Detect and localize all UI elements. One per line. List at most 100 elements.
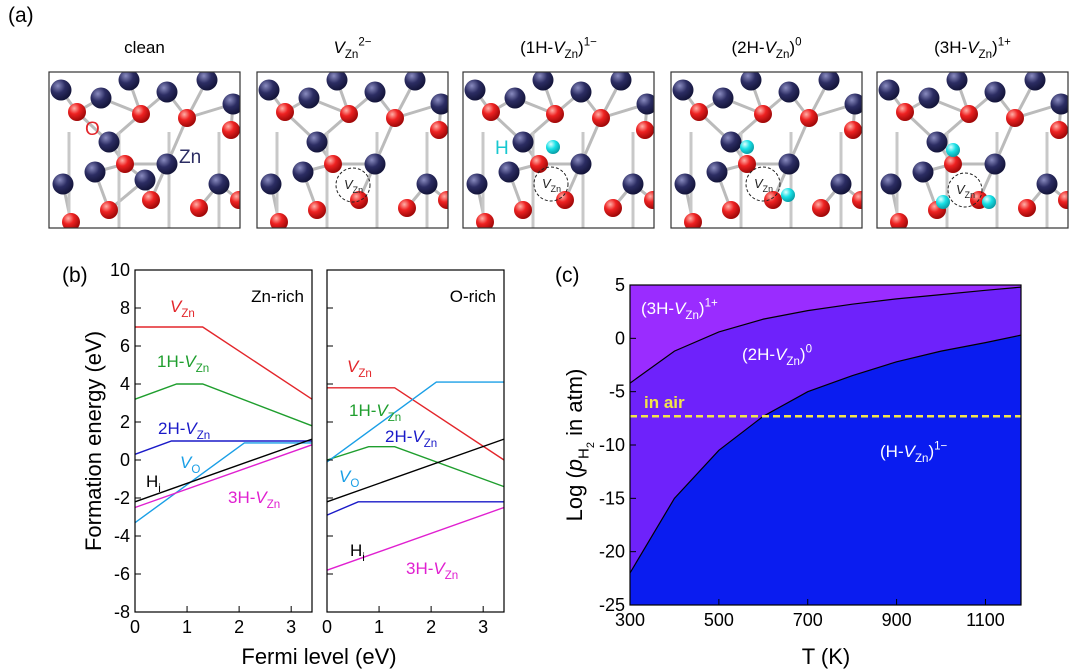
text-part: O bbox=[85, 119, 100, 140]
zn-atom bbox=[119, 70, 140, 91]
zn-atom bbox=[261, 174, 282, 195]
text-part: H bbox=[576, 448, 593, 459]
x-tick-label: 2 bbox=[426, 617, 436, 637]
chart: O-rich0123 bbox=[322, 270, 504, 637]
zn-atom bbox=[1025, 70, 1046, 91]
zn-atom bbox=[135, 170, 156, 191]
series-line bbox=[135, 445, 312, 508]
zn-atom bbox=[879, 80, 900, 101]
y-tick-label: 0 bbox=[615, 328, 625, 348]
zn-atom bbox=[779, 154, 800, 175]
zn-atom bbox=[197, 70, 218, 91]
text-part: H bbox=[146, 472, 158, 491]
text-part: Zn bbox=[358, 368, 371, 380]
x-tick-label: 3 bbox=[286, 617, 296, 637]
zn-atom bbox=[673, 80, 694, 101]
series-line bbox=[135, 439, 312, 502]
zn-atom bbox=[365, 154, 386, 175]
text-part: i bbox=[362, 552, 365, 564]
y-tick-label: -4 bbox=[114, 526, 130, 546]
structure-atoms bbox=[257, 70, 456, 232]
o-atom bbox=[944, 155, 962, 173]
text-part: Zn bbox=[551, 184, 561, 194]
zn-atom bbox=[721, 132, 742, 153]
y-tick-label: -8 bbox=[114, 602, 130, 622]
text-part: Zn bbox=[424, 438, 437, 450]
text-part: 2− bbox=[358, 36, 371, 48]
o-atom bbox=[430, 121, 448, 139]
o-atom bbox=[1050, 121, 1068, 139]
series-label: 1H-VZn bbox=[349, 401, 401, 424]
text-part: i bbox=[158, 483, 161, 495]
zn-atom bbox=[467, 174, 488, 195]
text-part: 0 bbox=[806, 343, 812, 355]
chart: Zn-rich0123-8-6-4-20246810 bbox=[110, 260, 312, 637]
o-atom bbox=[386, 109, 404, 127]
x-tick-label: 500 bbox=[704, 610, 734, 630]
zn-atom bbox=[831, 174, 852, 195]
x-tick-label: 1 bbox=[374, 617, 384, 637]
structure bbox=[49, 70, 248, 232]
h-atom bbox=[936, 195, 950, 209]
text-part: Zn bbox=[763, 184, 773, 194]
structure-label: H bbox=[495, 138, 509, 159]
series-line bbox=[327, 382, 504, 462]
structure-label: Zn bbox=[179, 147, 201, 168]
zn-atom bbox=[505, 88, 526, 109]
o-atom bbox=[398, 199, 416, 217]
y-tick-label: -5 bbox=[609, 382, 625, 402]
x-tick-label: 0 bbox=[322, 617, 332, 637]
text-part: 1+ bbox=[998, 36, 1011, 48]
text-part: 1− bbox=[584, 36, 597, 48]
structure-label: O bbox=[85, 119, 100, 140]
o-atom bbox=[438, 191, 456, 209]
text-part: Zn bbox=[196, 363, 209, 375]
series-label: VO bbox=[180, 453, 200, 476]
series-label: 1H-VZn bbox=[157, 352, 209, 375]
text-part: Zn bbox=[979, 49, 992, 61]
x-axis-title: Fermi level (eV) bbox=[241, 644, 396, 669]
o-atom bbox=[324, 155, 342, 173]
series-label: VZn bbox=[347, 357, 372, 380]
text-part: 1H- bbox=[157, 352, 184, 371]
zn-atom bbox=[91, 88, 112, 109]
o-atom bbox=[644, 191, 662, 209]
zn-atom bbox=[819, 70, 840, 91]
series-label: 3H-VZn bbox=[406, 559, 458, 582]
text-part: 3H- bbox=[406, 559, 433, 578]
text-part: Zn bbox=[915, 453, 928, 465]
x-tick-label: 2 bbox=[234, 617, 244, 637]
zn-atom bbox=[927, 132, 948, 153]
o-atom bbox=[812, 199, 830, 217]
y-axis-title: Log (pH2 in atm) bbox=[562, 369, 597, 522]
o-atom bbox=[190, 199, 208, 217]
structure-atoms bbox=[49, 70, 248, 232]
panel-label: (b) bbox=[62, 264, 88, 287]
o-atom bbox=[604, 199, 622, 217]
structure-atoms bbox=[671, 70, 870, 232]
y-tick-label: -2 bbox=[114, 488, 130, 508]
zn-atom bbox=[623, 174, 644, 195]
y-tick-label: 4 bbox=[120, 374, 130, 394]
text-part: Zn bbox=[267, 499, 280, 511]
zn-atom bbox=[513, 132, 534, 153]
series-label: Hi bbox=[146, 472, 161, 495]
h-atom bbox=[781, 188, 795, 202]
text-part: 2H- bbox=[385, 427, 412, 446]
zn-atom bbox=[307, 132, 328, 153]
figure: (a)(b)(c)cleanOZnVZn2−VZn(1H-VZn)1−HVZn(… bbox=[0, 0, 1072, 671]
o-atom bbox=[222, 121, 240, 139]
condition-label: O-rich bbox=[450, 287, 496, 306]
panel-label: (a) bbox=[8, 4, 34, 27]
condition-label: Zn-rich bbox=[251, 287, 304, 306]
y-tick-label: 10 bbox=[110, 260, 130, 280]
h-atom bbox=[740, 140, 754, 154]
zn-atom bbox=[1037, 174, 1058, 195]
o-atom bbox=[116, 155, 134, 173]
zn-atom bbox=[499, 162, 520, 183]
zn-atom bbox=[881, 174, 902, 195]
structure-atoms bbox=[463, 70, 662, 232]
text-part: 2H- bbox=[158, 419, 185, 438]
text-part: 1H- bbox=[349, 401, 376, 420]
